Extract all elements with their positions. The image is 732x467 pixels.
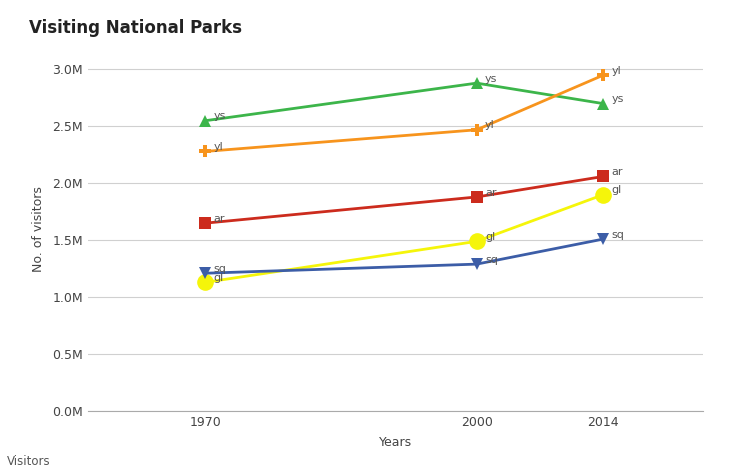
Text: Visitors: Visitors bbox=[7, 455, 51, 467]
Text: sq: sq bbox=[485, 255, 498, 265]
Text: yl: yl bbox=[612, 66, 621, 76]
Text: gl: gl bbox=[612, 185, 622, 195]
Text: sq: sq bbox=[612, 230, 624, 240]
Text: ys: ys bbox=[214, 111, 226, 121]
Text: yl: yl bbox=[485, 120, 495, 130]
Text: ar: ar bbox=[214, 214, 225, 224]
Text: ys: ys bbox=[485, 74, 497, 84]
Text: yl: yl bbox=[214, 142, 223, 152]
Text: Visiting National Parks: Visiting National Parks bbox=[29, 19, 242, 37]
Text: ar: ar bbox=[612, 167, 623, 177]
Text: ar: ar bbox=[485, 188, 496, 198]
Text: gl: gl bbox=[485, 232, 496, 242]
X-axis label: Years: Years bbox=[378, 436, 412, 449]
Text: ys: ys bbox=[612, 94, 624, 104]
Text: sq: sq bbox=[214, 264, 227, 274]
Text: gl: gl bbox=[214, 273, 224, 283]
Y-axis label: No. of visitors: No. of visitors bbox=[32, 186, 45, 272]
